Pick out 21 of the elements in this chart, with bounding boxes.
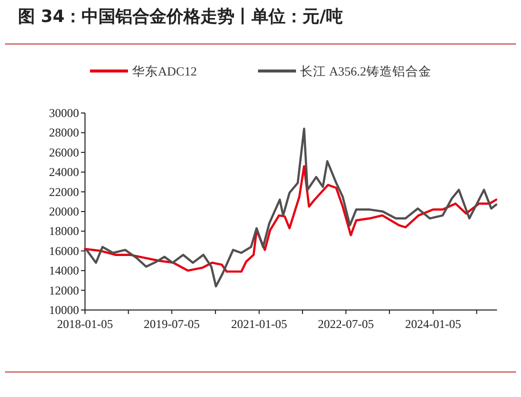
- y-tick-label: 30000: [49, 106, 79, 120]
- x-tick-label: 2018-01-05: [57, 317, 113, 331]
- legend-label: 华东ADC12: [132, 64, 197, 78]
- y-tick-label: 20000: [49, 204, 79, 218]
- x-tick-label: 2022-07-05: [318, 317, 374, 331]
- x-tick-label: 2019-07-05: [144, 317, 200, 331]
- y-tick-label: 10000: [49, 303, 79, 317]
- x-tick-label: 2021-01-05: [231, 317, 288, 331]
- y-tick-label: 26000: [49, 145, 79, 160]
- y-tick-label: 14000: [49, 264, 79, 278]
- line-series: [84, 165, 498, 273]
- y-tick-label: 28000: [49, 126, 79, 140]
- y-tick-label: 22000: [49, 184, 79, 199]
- chart-title: 图 34：中国铝合金价格走势丨单位：元/吨: [18, 7, 343, 27]
- y-tick-label: 12000: [49, 283, 79, 298]
- x-tick-label: 2024-01-05: [405, 317, 462, 331]
- y-tick-label: 16000: [49, 244, 79, 258]
- y-tick-label: 18000: [49, 224, 79, 238]
- line-series: [85, 128, 498, 288]
- y-tick-label: 24000: [49, 165, 79, 180]
- legend-label: 长江 A356.2铸造铝合金: [300, 64, 432, 78]
